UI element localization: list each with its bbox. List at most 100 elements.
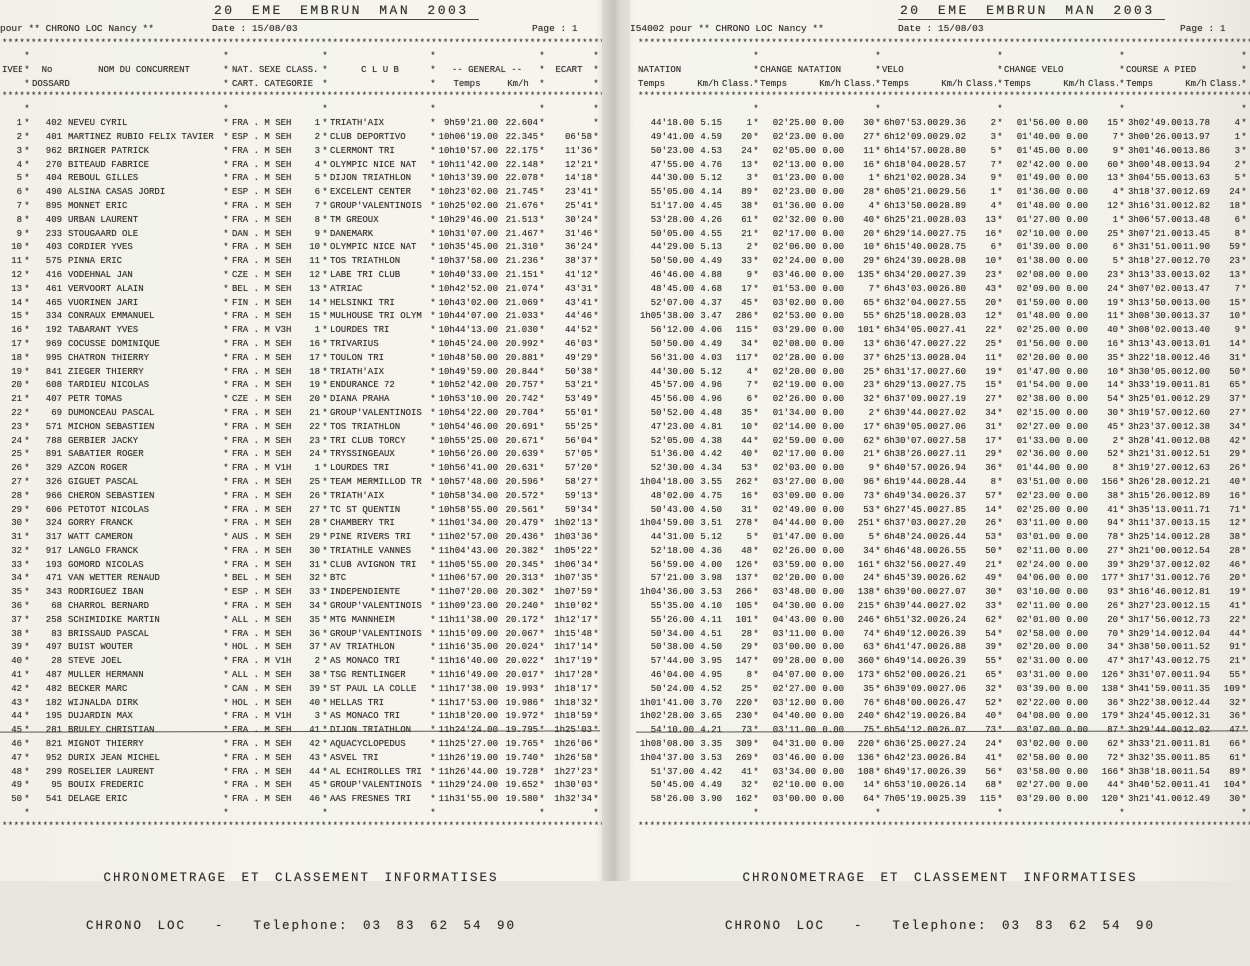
column-separator: *	[430, 228, 436, 239]
cell-split-time: 01'47.00	[772, 532, 816, 543]
column-separator: *	[223, 476, 229, 487]
cell-total-time: 10h42'52.00	[438, 283, 498, 294]
cell-total-time: 10h44'07.00	[438, 311, 498, 322]
cell-split-time: 04'43.00	[772, 614, 816, 625]
cell-split-speed: 0.00	[1066, 711, 1088, 722]
cell-split-speed: 12.73	[1182, 614, 1210, 625]
cell-split-rank: 63	[863, 642, 874, 653]
splits-row: 46'04.00 4.95 8 * 04'07.00 0.00 173 * 6h52'00.00…	[638, 669, 1250, 683]
cell-split-speed: 3.47	[700, 311, 722, 322]
cell-split-time: 44'30.00	[650, 173, 694, 184]
cell-split-speed: 28.80	[938, 145, 966, 156]
cell-split-rank: 179	[1101, 711, 1118, 722]
column-separator: *	[753, 407, 759, 418]
cell-split-time: 1h04'59.00	[639, 518, 694, 529]
cell-split-rank: 4	[868, 200, 874, 211]
cell-split-rank: 89	[1229, 766, 1240, 777]
cell-nat-category	[232, 103, 298, 117]
cell-split-time	[882, 50, 938, 64]
cell-split-rank: 41	[985, 752, 996, 763]
column-separator: *	[753, 159, 759, 170]
cell-total-time: 10h43'02.00	[438, 297, 498, 308]
cell-split-speed: 27.39	[938, 269, 966, 280]
splits-row: 48'02.00 4.75 16 * 03'09.00 0.00 73 * 6h49'34.00…	[638, 490, 1250, 504]
column-separator: *	[753, 242, 759, 253]
cell-split-speed: 28.44	[938, 476, 966, 487]
column-separator: *	[223, 808, 229, 819]
cell-name: BITEAUD FABRICE	[68, 159, 150, 170]
cell-dossard: 192	[45, 325, 62, 336]
cell-split-time: 3h18'37.00	[1127, 187, 1182, 198]
cell-category-rank: 43	[309, 752, 320, 763]
result-row: 19 * 841 ZIEGER THIERRY * FRA . M SEH 18 * TRIAT…	[2, 366, 602, 380]
column-separator: *	[875, 780, 881, 791]
cell-total-time: 10h54'22.00	[438, 407, 498, 418]
cell-split-speed: 0.00	[822, 173, 844, 184]
cell-nat-category: FRA . M V3H	[232, 325, 292, 336]
cell-split-speed: 27.22	[938, 338, 966, 349]
column-separator: *	[223, 200, 229, 211]
cell-split-speed: 27.07	[938, 587, 966, 598]
cell-split-rank: 29	[985, 449, 996, 460]
cell-club: TM GREOUX	[330, 214, 379, 225]
cell-split-speed: 3.55	[700, 476, 722, 487]
cell-split-rank	[1088, 50, 1118, 64]
column-separator: *	[539, 766, 545, 777]
cell-split-speed: 12.89	[1182, 490, 1210, 501]
cell-split-speed: 0.00	[822, 628, 844, 639]
result-row: 40 * 28 STEVE JOEL * FRA . M V1H 2 * AS MONACO T…	[2, 655, 602, 669]
results-page-general: 20 EME EMBRUN MAN 2003 pour ** CHRONO LO…	[0, 0, 602, 933]
column-separator: *	[1241, 297, 1247, 308]
cell-split-speed: 27.19	[938, 394, 966, 405]
cell-total-time: 10h29'46.00	[438, 214, 498, 225]
cell-split-rank: 10	[741, 421, 752, 432]
cell-split-rank: 62	[985, 614, 996, 625]
cell-split-time: 3h21'31.00	[1127, 449, 1182, 460]
cell-avg-speed: 19.740	[505, 752, 538, 763]
cell-split-speed: 4.10	[700, 601, 722, 612]
cell-ecart: 1h30'03	[554, 780, 592, 791]
cell-name: WIJNALDA DIRK	[68, 697, 139, 708]
cell-club: BTC	[330, 573, 347, 584]
column-separator: *	[1241, 739, 1247, 750]
cell-club: MULHOUSE TRI OLYM	[330, 311, 422, 322]
cell-dossard: 95	[51, 780, 62, 791]
cell-club: TRYSSINGEAUX	[330, 449, 395, 460]
splits-row: 50'23.00 4.53 24 * 02'05.00 0.00 11 * 6h14'57.00…	[638, 145, 1250, 159]
splits-row: 46'46.00 4.88 9 * 03'46.00 0.00 135 * 6h34'20.00…	[638, 269, 1250, 283]
column-separator: *	[223, 407, 229, 418]
column-separator: *	[753, 725, 759, 736]
cell-total-time: 10h48'50.00	[438, 352, 498, 363]
column-separator: *	[997, 725, 1003, 736]
cell-split-rank: 12	[985, 311, 996, 322]
column-separator: *	[1241, 187, 1247, 198]
footer: CHRONOMETRAGE ET CLASSEMENT INFORMATISES…	[630, 838, 1250, 966]
cell-split-speed: 13.01	[1182, 338, 1210, 349]
cell-split-time: 6h25'18.00	[883, 311, 938, 322]
cell-nat-category: FRA . M SEH	[232, 559, 292, 570]
cell-split-time: 44'31.00	[650, 532, 694, 543]
column-separator: *	[875, 187, 881, 198]
column-separator: *	[875, 173, 881, 184]
cell-split-time: 6h18'04.00	[883, 159, 938, 170]
cell-split-rank	[1088, 103, 1118, 117]
cell-split-rank	[1210, 50, 1240, 64]
column-separator: *	[753, 51, 759, 61]
cell-name: COCUSSE DOMINIQUE	[68, 338, 160, 349]
column-separator: *	[24, 256, 30, 267]
cell-nat-category: FRA . M SEH	[232, 490, 292, 501]
cell-split-rank: 10	[1229, 311, 1240, 322]
cell-split-time: 6h36'25.00	[883, 739, 938, 750]
result-row: 28 * 966 CHERON SEBASTIEN * FRA . M SEH 26 * TRI…	[2, 490, 602, 504]
cell-split-rank: 71	[1229, 504, 1240, 515]
cell-split-speed: 27.20	[938, 518, 966, 529]
column-separator: *	[539, 131, 545, 142]
column-separator: *	[997, 697, 1003, 708]
cell-split-time: 50'45.00	[650, 780, 694, 791]
cell-club: CLUB AVIGNON TRI	[330, 559, 417, 570]
cell-split-time: 01'38.00	[1016, 256, 1060, 267]
cell-club: GROUP'VALENTINOIS	[330, 200, 422, 211]
column-separator: *	[1119, 739, 1125, 750]
column-separator: *	[875, 256, 881, 267]
column-separator: *	[997, 297, 1003, 308]
